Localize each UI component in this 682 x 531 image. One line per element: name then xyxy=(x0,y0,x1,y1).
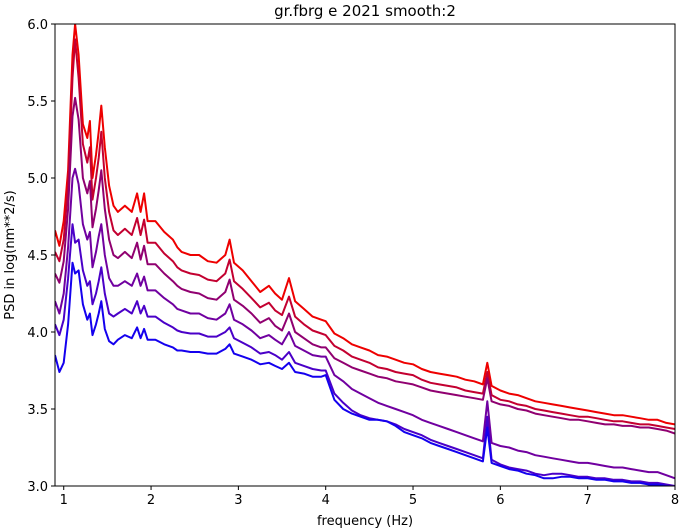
y-tick-label: 4.5 xyxy=(27,249,48,264)
y-axis-label: PSD in log(nm**2/s) xyxy=(3,190,18,320)
y-tick-label: 4.0 xyxy=(27,326,48,341)
x-tick-label: 1 xyxy=(60,493,68,508)
series-line-4 xyxy=(55,167,675,480)
y-tick-label: 6.0 xyxy=(27,18,48,33)
series-line-3 xyxy=(55,96,675,435)
y-tick-label: 3.0 xyxy=(27,480,48,495)
x-tick-label: 6 xyxy=(496,493,504,508)
series-group xyxy=(55,24,675,486)
x-tick-label: 3 xyxy=(234,493,242,508)
x-axis: 1 2 3 4 5 6 7 8 xyxy=(60,486,679,508)
x-axis-label: frequency (Hz) xyxy=(317,514,413,529)
x-tick-label: 2 xyxy=(147,493,155,508)
y-tick-label: 5.5 xyxy=(27,95,48,110)
x-tick-label: 7 xyxy=(584,493,592,508)
y-tick-label: 5.0 xyxy=(27,172,48,187)
chart-title: gr.fbrg e 2021 smooth:2 xyxy=(274,2,456,20)
x-tick-label: 4 xyxy=(322,493,330,508)
y-tick-label: 3.5 xyxy=(27,403,48,418)
series-line-6 xyxy=(55,261,673,486)
x-tick-label: 5 xyxy=(409,493,417,508)
series-line-2 xyxy=(55,38,675,430)
x-tick-label: 8 xyxy=(671,493,679,508)
series-line-1 xyxy=(55,24,675,426)
series-line-5 xyxy=(55,223,675,486)
y-axis: 3.0 3.5 4.0 4.5 5.0 5.5 6.0 xyxy=(27,18,55,495)
